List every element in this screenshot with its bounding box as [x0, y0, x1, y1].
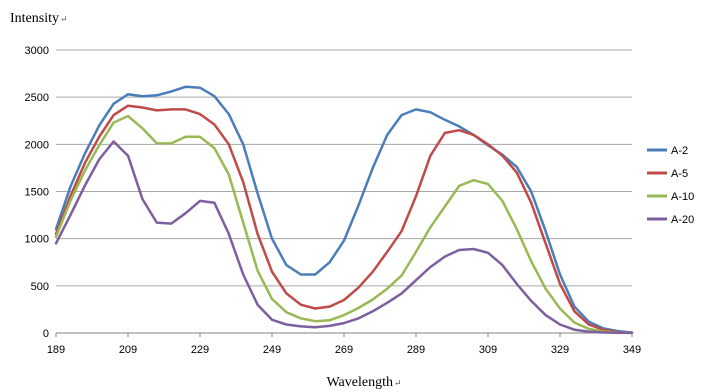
x-tick-label-289: 289 — [407, 344, 425, 356]
x-tick-label-229: 229 — [191, 344, 209, 356]
legend-label-A-20: A-20 — [671, 214, 694, 226]
series-lines — [54, 85, 634, 335]
series-line-A-10 — [54, 114, 634, 335]
y-axis-title-return-mark: ↵ — [60, 14, 68, 24]
y-axis-title: Intensity↵ — [10, 11, 68, 26]
y-tick-label-0: 0 — [43, 328, 49, 340]
y-tick-labels: 0 500 1000 1500 2000 2500 3000 — [25, 45, 49, 340]
x-axis-title-text: Wavelength — [326, 375, 393, 390]
x-tick-label-349: 349 — [623, 344, 641, 356]
x-tick-label-209: 209 — [119, 344, 137, 356]
series-line-A-5 — [54, 104, 634, 334]
legend-label-A-2: A-2 — [671, 145, 688, 157]
x-axis-title: Wavelength↵ — [326, 375, 401, 390]
series-line-A-20 — [54, 140, 634, 335]
y-tick-label-2500: 2500 — [25, 92, 49, 104]
legend: A-2 A-5 A-10 A-20 — [647, 145, 694, 226]
y-axis-title-text: Intensity — [10, 11, 59, 26]
x-axis-title-return-mark: ↵ — [394, 378, 402, 388]
y-tick-label-1000: 1000 — [25, 234, 49, 246]
series-line-A-2 — [54, 85, 634, 334]
legend-label-A-5: A-5 — [671, 168, 688, 180]
x-tick-label-309: 309 — [479, 344, 497, 356]
x-tick-label-249: 249 — [263, 344, 281, 356]
legend-label-A-10: A-10 — [671, 191, 694, 203]
x-tick-label-189: 189 — [47, 344, 65, 356]
y-tick-label-1500: 1500 — [25, 187, 49, 199]
y-tick-label-2000: 2000 — [25, 139, 49, 151]
x-tick-label-329: 329 — [551, 344, 569, 356]
gridlines — [56, 49, 632, 287]
x-tick-labels: 189 209 229 249 269 289 309 329 349 — [47, 344, 641, 356]
y-tick-label-3000: 3000 — [25, 45, 49, 57]
y-tick-label-500: 500 — [31, 281, 49, 293]
axes — [55, 332, 633, 337]
x-tick-label-269: 269 — [335, 344, 353, 356]
